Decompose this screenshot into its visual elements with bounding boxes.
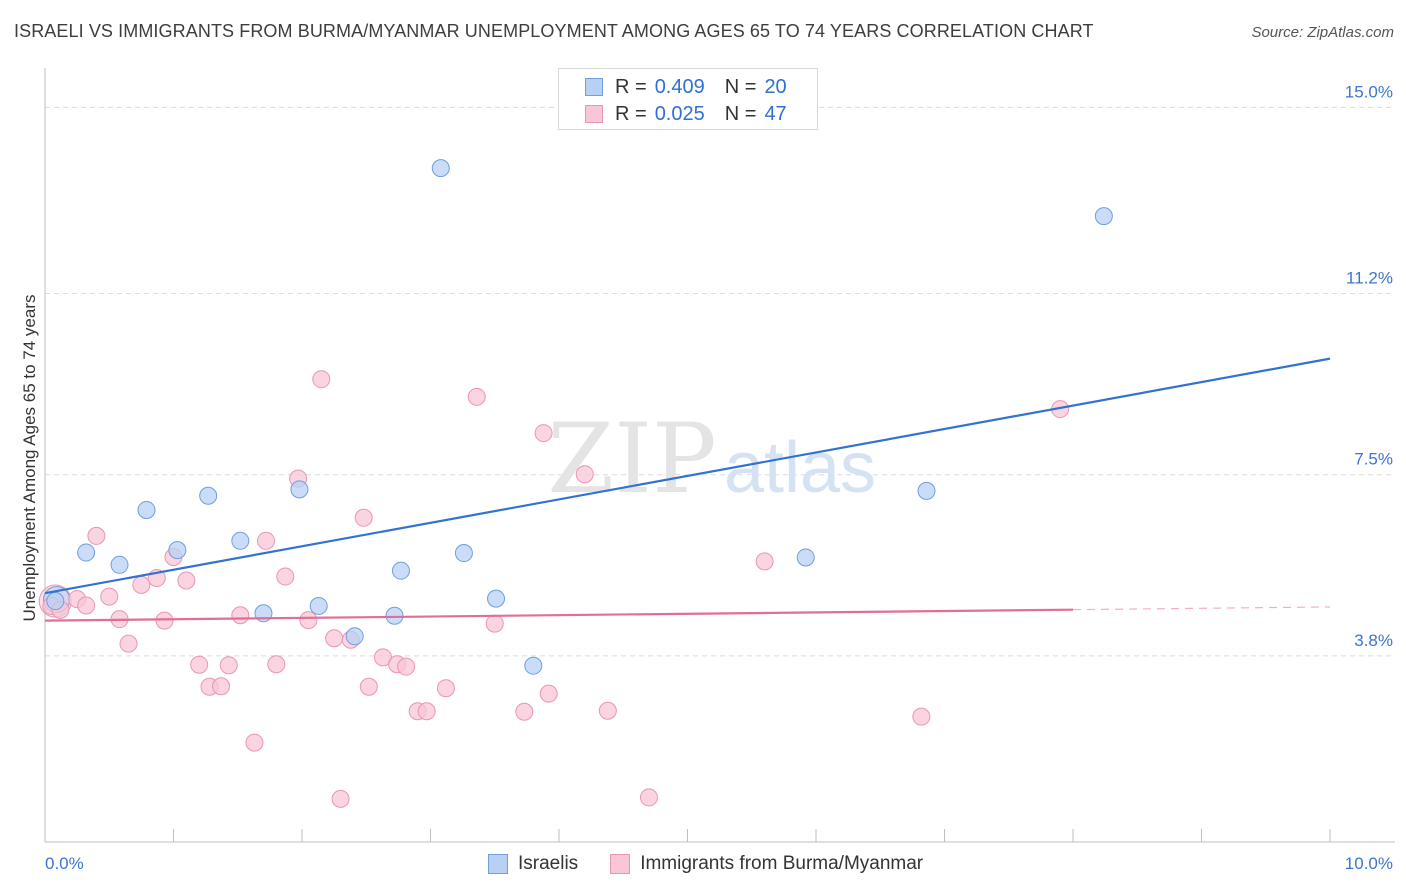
y-tick-label: 3.8%	[1354, 631, 1393, 650]
point-burma	[100, 587, 119, 606]
point-burma	[436, 679, 455, 698]
stats-row-israelis: R = 0.409 N = 20	[585, 75, 787, 99]
point-israelis	[1094, 207, 1113, 226]
point-israelis	[137, 500, 156, 519]
point-burma	[755, 552, 774, 571]
point-burma	[177, 571, 196, 590]
point-israelis	[487, 589, 506, 608]
point-israelis	[309, 596, 328, 615]
point-israelis	[168, 541, 187, 560]
gridlines	[45, 106, 1395, 657]
r-value: 0.409	[654, 75, 705, 98]
legend-item-israelis[interactable]: Israelis	[488, 853, 578, 875]
y-tick-label: 7.5%	[1354, 450, 1393, 469]
y-tick-label: 15.0%	[1345, 82, 1393, 101]
y-axis-label: Unemployment Among Ages 65 to 74 years	[20, 294, 39, 622]
point-burma	[539, 684, 558, 703]
trend-line-israelis	[44, 357, 1331, 595]
legend-label-burma: Immigrants from Burma/Myanmar	[640, 853, 924, 874]
point-burma	[231, 606, 250, 625]
series-legend: Israelis Immigrants from Burma/Myanmar	[488, 852, 955, 876]
n-value: 47	[764, 102, 787, 125]
point-burma	[485, 614, 504, 633]
point-burma	[325, 629, 344, 648]
point-israelis	[199, 486, 218, 505]
trend-line-burma	[44, 608, 1074, 622]
n-label: N =	[724, 102, 757, 125]
source-credit: Source: ZipAtlas.com	[1251, 24, 1394, 41]
point-burma	[515, 702, 534, 721]
r-value: 0.025	[654, 102, 705, 125]
trend-line-extension-burma	[1072, 606, 1331, 611]
point-israelis	[917, 481, 936, 500]
point-burma	[397, 657, 416, 676]
point-burma	[331, 789, 350, 808]
point-burma	[212, 677, 231, 696]
stats-row-burma: R = 0.025 N = 47	[585, 102, 787, 126]
point-burma	[354, 508, 373, 527]
x-tick-label: 10.0%	[1345, 854, 1393, 873]
point-burma	[119, 634, 138, 653]
watermark-atlas: atlas	[724, 428, 876, 508]
point-israelis	[290, 480, 309, 499]
point-burma	[190, 655, 209, 674]
point-burma	[359, 677, 378, 696]
swatch-burma	[585, 105, 603, 123]
n-value: 20	[764, 75, 787, 98]
point-burma	[467, 387, 486, 406]
point-israelis	[231, 531, 250, 550]
point-burma	[257, 531, 276, 550]
point-burma	[219, 656, 238, 675]
point-israelis	[46, 592, 65, 611]
point-burma	[155, 611, 174, 630]
watermark-zip: ZIP	[547, 403, 716, 515]
point-burma	[299, 611, 318, 630]
point-burma	[598, 701, 617, 720]
legend-item-burma[interactable]: Immigrants from Burma/Myanmar	[610, 853, 923, 875]
point-burma	[267, 655, 286, 674]
point-burma	[534, 424, 553, 443]
x-tick-label: 0.0%	[45, 854, 84, 873]
point-burma	[575, 465, 594, 484]
point-israelis	[796, 548, 815, 567]
point-burma	[639, 788, 658, 807]
point-israelis	[345, 627, 364, 646]
point-israelis	[110, 555, 129, 574]
point-israelis	[431, 159, 450, 178]
y-tick-label: 11.2%	[1346, 268, 1393, 287]
point-israelis	[391, 561, 410, 580]
swatch-israelis	[585, 78, 603, 96]
r-label: R =	[615, 102, 647, 125]
legend-label-israelis: Israelis	[518, 853, 579, 874]
point-burma	[87, 526, 106, 545]
axes	[44, 68, 1395, 843]
point-burma	[417, 702, 436, 721]
watermark: ZIP atlas	[547, 403, 876, 515]
n-label: N =	[724, 75, 757, 98]
point-israelis	[454, 544, 473, 563]
point-burma	[312, 370, 331, 389]
point-burma	[245, 733, 264, 752]
r-label: R =	[615, 75, 647, 98]
point-israelis	[385, 606, 404, 625]
point-israelis	[77, 543, 96, 562]
point-burma	[132, 575, 151, 594]
legend-swatch-israelis	[488, 854, 508, 874]
stats-legend: R = 0.409 N = 20 R = 0.025 N = 47	[558, 68, 818, 130]
legend-swatch-burma	[610, 854, 631, 874]
point-burma	[912, 707, 931, 726]
point-burma	[77, 596, 96, 615]
trend-lines	[44, 357, 1331, 622]
chart-title: ISRAELI VS IMMIGRANTS FROM BURMA/MYANMAR…	[14, 21, 1094, 41]
tick-labels: 3.8% 7.5% 11.2% 15.0% 0.0% 10.0%	[45, 82, 1393, 873]
point-israelis	[524, 656, 543, 675]
point-burma	[276, 567, 295, 586]
